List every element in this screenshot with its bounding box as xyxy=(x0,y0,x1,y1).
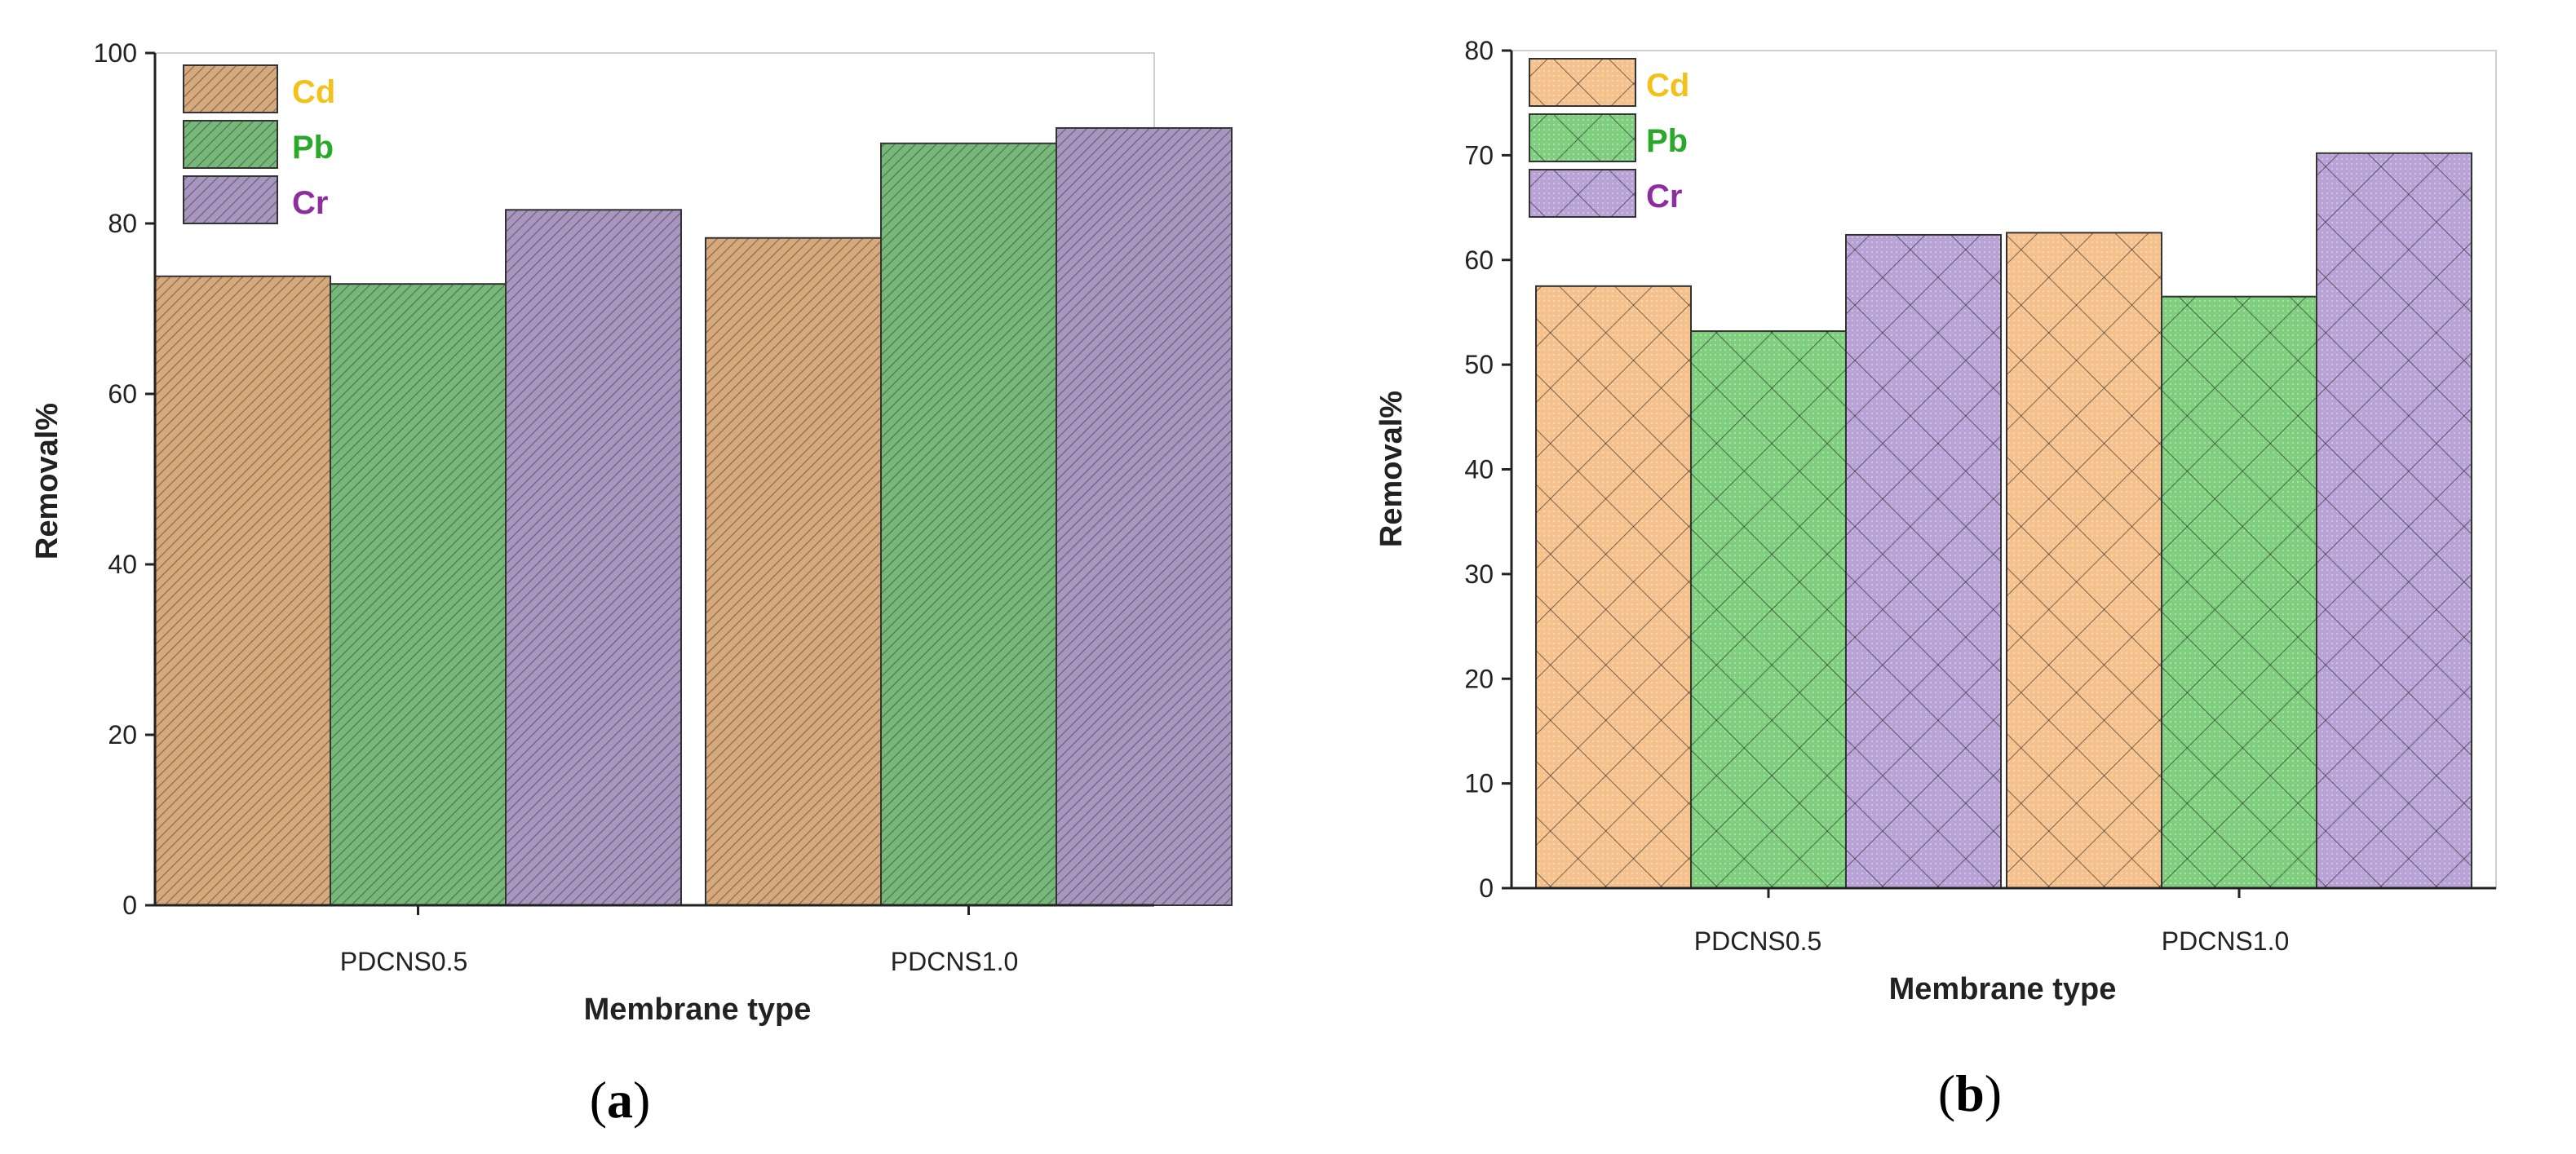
y-tick-label-b: 20 xyxy=(1464,664,1494,693)
x-tick-label-a: PDCNS0.5 xyxy=(340,947,468,976)
bar-pb-pdcns0_5-a xyxy=(330,283,507,906)
legend-label: Cr xyxy=(292,185,328,221)
legend-item-cr-a: Cr xyxy=(183,175,328,224)
legend-swatch-pattern xyxy=(1529,59,1635,106)
bar-pattern xyxy=(1846,234,2001,888)
bar-pattern xyxy=(1691,331,1846,888)
bars-a xyxy=(154,126,1233,907)
legend-label: Pb xyxy=(1646,123,1688,159)
y-tick-label-a: 60 xyxy=(108,379,137,409)
y-tick-label-a: 40 xyxy=(108,550,137,579)
bar-cd-pdcns1_0-b xyxy=(2006,232,2162,889)
y-tick-label-b: 10 xyxy=(1464,769,1494,798)
legend-swatch-outline xyxy=(1529,169,1636,218)
bars-b xyxy=(1535,152,2472,890)
legend-item-cd-b: Cd xyxy=(1529,58,1689,107)
x-tick-label-b: PDCNS1.0 xyxy=(2162,926,2290,956)
bar-pattern xyxy=(2007,232,2162,888)
bar-pb-pdcns1_0-b xyxy=(2161,295,2317,889)
y-axis-title-b: Removal% xyxy=(1374,391,1409,547)
chart-panel-b: 0 10 20 30 40 50 60 70 80 PDCNS0.5 PDCNS1.0 Remova… xyxy=(1374,36,2497,1122)
legend-swatch-pattern xyxy=(184,121,277,168)
y-tick-label-b: 80 xyxy=(1464,36,1494,65)
bar-cr-pdcns1_0-a xyxy=(1056,126,1233,906)
bar-cd-pdcns1_0-a xyxy=(705,237,882,906)
legend-label: Cd xyxy=(1646,68,1689,104)
legend-label: Pb xyxy=(292,130,334,166)
bar-pb-pdcns1_0-a xyxy=(880,142,1057,906)
bar-pattern xyxy=(330,284,506,905)
y-tick-label-a: 20 xyxy=(108,720,137,749)
panel-label-b: (b) xyxy=(1938,1064,2002,1122)
y-tick-label-b: 70 xyxy=(1464,140,1494,170)
legend-item-cd-a: Cd xyxy=(183,64,335,113)
legend-b: Cd Pb Cr xyxy=(1529,58,1689,218)
bar-pb-pdcns0_5-b xyxy=(1690,330,1847,890)
y-tick-label-a: 0 xyxy=(122,891,137,920)
bar-pattern xyxy=(881,143,1056,905)
chart-panel-a: 0 20 40 60 80 100 PDCNS0.5 PDCNS1.0 Removal% Me… xyxy=(30,38,1233,1129)
bar-cr-pdcns1_0-b xyxy=(2316,152,2472,889)
panel-label-a: (a) xyxy=(590,1071,651,1129)
axes-b: 0 10 20 30 40 50 60 70 80 PDCNS0.5 PDCNS1.0 xyxy=(1464,36,2496,956)
legend-item-cr-b: Cr xyxy=(1529,169,1682,218)
bar-cr-pdcns0_5-b xyxy=(1845,233,2002,889)
y-tick-label-b: 50 xyxy=(1464,350,1494,379)
legend-swatch-pattern xyxy=(184,176,277,223)
y-tick-label-b: 30 xyxy=(1464,559,1494,589)
y-tick-label-a: 80 xyxy=(108,209,137,238)
legend-item-pb-b: Pb xyxy=(1529,113,1688,162)
legend-label: Cr xyxy=(1646,179,1682,214)
y-tick-label-b: 60 xyxy=(1464,245,1494,275)
legend-swatch-pattern xyxy=(184,65,277,113)
bar-pattern xyxy=(2317,153,2472,888)
bar-pattern xyxy=(1056,127,1232,905)
x-axis-title-a: Membrane type xyxy=(584,993,812,1027)
bar-pattern xyxy=(155,276,330,905)
legend-item-pb-a: Pb xyxy=(183,120,334,169)
bar-pattern xyxy=(506,210,681,905)
y-tick-label-b: 0 xyxy=(1479,873,1494,903)
x-tick-label-a: PDCNS1.0 xyxy=(891,947,1019,976)
legend-a: Cd Pb Cr xyxy=(183,64,335,224)
legend-swatch-outline xyxy=(1529,58,1636,107)
bar-cr-pdcns0_5-a xyxy=(505,209,682,906)
legend-swatch-pattern xyxy=(1529,114,1635,161)
legend-swatch-outline xyxy=(1529,113,1636,162)
x-tick-label-b: PDCNS0.5 xyxy=(1694,926,1822,956)
bar-cd-pdcns0_5-b xyxy=(1535,285,1692,889)
bar-pattern xyxy=(706,237,881,905)
bar-pattern xyxy=(1536,285,1691,888)
y-axis-title-a: Removal% xyxy=(30,403,64,559)
legend-swatch-outline xyxy=(183,175,278,224)
bar-pattern xyxy=(2162,296,2317,888)
legend-swatch-outline xyxy=(183,120,278,169)
axes-a: 0 20 40 60 80 100 PDCNS0.5 PDCNS1.0 xyxy=(94,38,1154,976)
y-tick-label-a: 100 xyxy=(94,38,137,68)
legend-swatch-outline xyxy=(183,64,278,113)
legend-swatch-pattern xyxy=(1529,170,1635,217)
bar-cd-pdcns0_5-a xyxy=(154,275,331,907)
legend-label: Cd xyxy=(292,74,335,110)
y-tick-label-b: 40 xyxy=(1464,455,1494,484)
x-axis-title-b: Membrane type xyxy=(1889,972,2117,1006)
